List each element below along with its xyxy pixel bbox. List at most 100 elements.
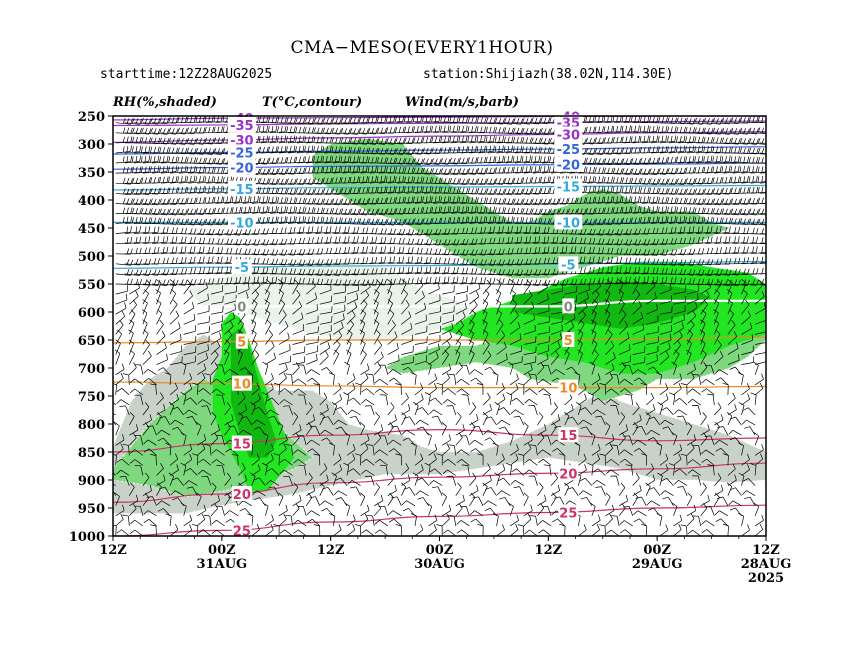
wind-barb bbox=[687, 166, 704, 174]
wind-barb bbox=[614, 136, 632, 144]
wind-barb bbox=[659, 342, 671, 355]
wind-barb bbox=[510, 514, 519, 527]
wind-barb bbox=[265, 279, 272, 295]
wind-barb bbox=[156, 500, 171, 507]
wind-barb bbox=[346, 301, 358, 315]
wind-barb bbox=[574, 442, 581, 456]
wind-barb bbox=[441, 422, 447, 436]
wind-barb bbox=[306, 354, 318, 365]
wind-barb bbox=[224, 312, 236, 325]
wind-barb bbox=[605, 266, 622, 275]
wind-barb bbox=[424, 257, 441, 265]
wind-barb bbox=[732, 165, 749, 174]
wind-barb bbox=[741, 289, 748, 305]
wind-barb bbox=[410, 442, 417, 456]
wind-barb bbox=[115, 207, 133, 214]
wind-barb bbox=[388, 439, 402, 446]
wind-barb bbox=[723, 187, 741, 194]
wind-barb bbox=[705, 155, 722, 164]
wind-barb bbox=[333, 313, 345, 325]
wind-barb bbox=[511, 397, 525, 406]
wind-barb bbox=[732, 198, 750, 205]
wind-barb bbox=[591, 443, 601, 456]
wind-barb bbox=[251, 177, 270, 185]
wind-barb bbox=[129, 282, 140, 295]
wind-barb bbox=[306, 145, 323, 154]
wind-barb bbox=[686, 372, 695, 386]
wind-barb bbox=[469, 277, 486, 285]
wind-barb bbox=[306, 198, 324, 205]
wind-barb bbox=[741, 156, 759, 164]
wind-barb bbox=[183, 290, 193, 305]
wind-barb bbox=[143, 510, 157, 517]
temp-label-bg bbox=[558, 465, 579, 481]
wind-barb bbox=[273, 453, 280, 466]
wind-barb bbox=[482, 309, 488, 325]
wind-barb bbox=[412, 472, 419, 486]
wind-barb bbox=[715, 447, 729, 456]
wind-barb bbox=[714, 473, 722, 486]
wind-barb bbox=[206, 137, 224, 144]
wind-barb bbox=[532, 198, 551, 206]
wind-barb bbox=[714, 217, 732, 224]
wind-barb bbox=[537, 344, 550, 355]
wind-barb bbox=[360, 363, 370, 375]
wind-barb bbox=[732, 147, 750, 154]
wind-barb bbox=[677, 136, 695, 144]
wind-barb bbox=[197, 256, 214, 265]
wind-barb bbox=[210, 285, 224, 295]
wind-barb bbox=[737, 372, 744, 385]
wind-barb bbox=[307, 518, 321, 527]
wind-barb bbox=[151, 155, 169, 164]
wind-barb bbox=[659, 145, 677, 154]
wind-barb bbox=[750, 197, 766, 204]
wind-barb bbox=[157, 437, 171, 446]
wind-barb bbox=[451, 276, 468, 285]
wind-barb bbox=[429, 409, 443, 416]
wind-barb bbox=[532, 137, 551, 145]
wind-barb bbox=[552, 448, 565, 456]
wind-barb bbox=[260, 157, 278, 165]
wind-barb bbox=[732, 127, 750, 135]
wind-barb bbox=[713, 319, 720, 335]
temp-label-bg bbox=[558, 504, 579, 520]
wind-barb bbox=[700, 412, 707, 426]
x-tick-hour: 00Z bbox=[426, 543, 454, 558]
wind-barb bbox=[513, 486, 525, 496]
wind-barb bbox=[367, 373, 375, 385]
wind-barb bbox=[170, 256, 187, 265]
wind-barb bbox=[732, 218, 750, 225]
wind-barb bbox=[233, 276, 250, 285]
wind-barb bbox=[659, 316, 673, 325]
wind-barb bbox=[380, 464, 389, 476]
wind-barb bbox=[523, 187, 542, 195]
wind-barb bbox=[619, 388, 633, 396]
wind-barb bbox=[455, 302, 467, 315]
wind-barb bbox=[315, 127, 333, 135]
wind-barb bbox=[269, 135, 287, 144]
wind-barb bbox=[587, 126, 604, 134]
wind-barb bbox=[319, 325, 332, 335]
wind-barb bbox=[550, 332, 562, 345]
wind-barb bbox=[129, 424, 139, 436]
wind-barb bbox=[405, 266, 423, 275]
temp-label--30-1: -30 bbox=[557, 128, 581, 143]
wind-barb bbox=[700, 319, 706, 335]
wind-barb bbox=[705, 236, 722, 245]
wind-barb bbox=[659, 334, 672, 345]
wind-barb bbox=[673, 340, 682, 355]
wind-barb bbox=[646, 354, 658, 365]
wind-barb bbox=[523, 434, 533, 446]
wind-barb bbox=[469, 402, 477, 416]
wind-barb bbox=[578, 157, 596, 165]
wind-barb bbox=[578, 166, 596, 174]
wind-barb bbox=[673, 409, 688, 416]
wind-barb bbox=[523, 117, 542, 125]
wind-barb bbox=[277, 279, 284, 295]
wind-barb bbox=[436, 524, 443, 536]
wind-barb bbox=[188, 256, 205, 265]
wind-barb bbox=[122, 373, 130, 385]
wind-barb bbox=[738, 472, 745, 486]
wind-barb bbox=[483, 500, 497, 507]
